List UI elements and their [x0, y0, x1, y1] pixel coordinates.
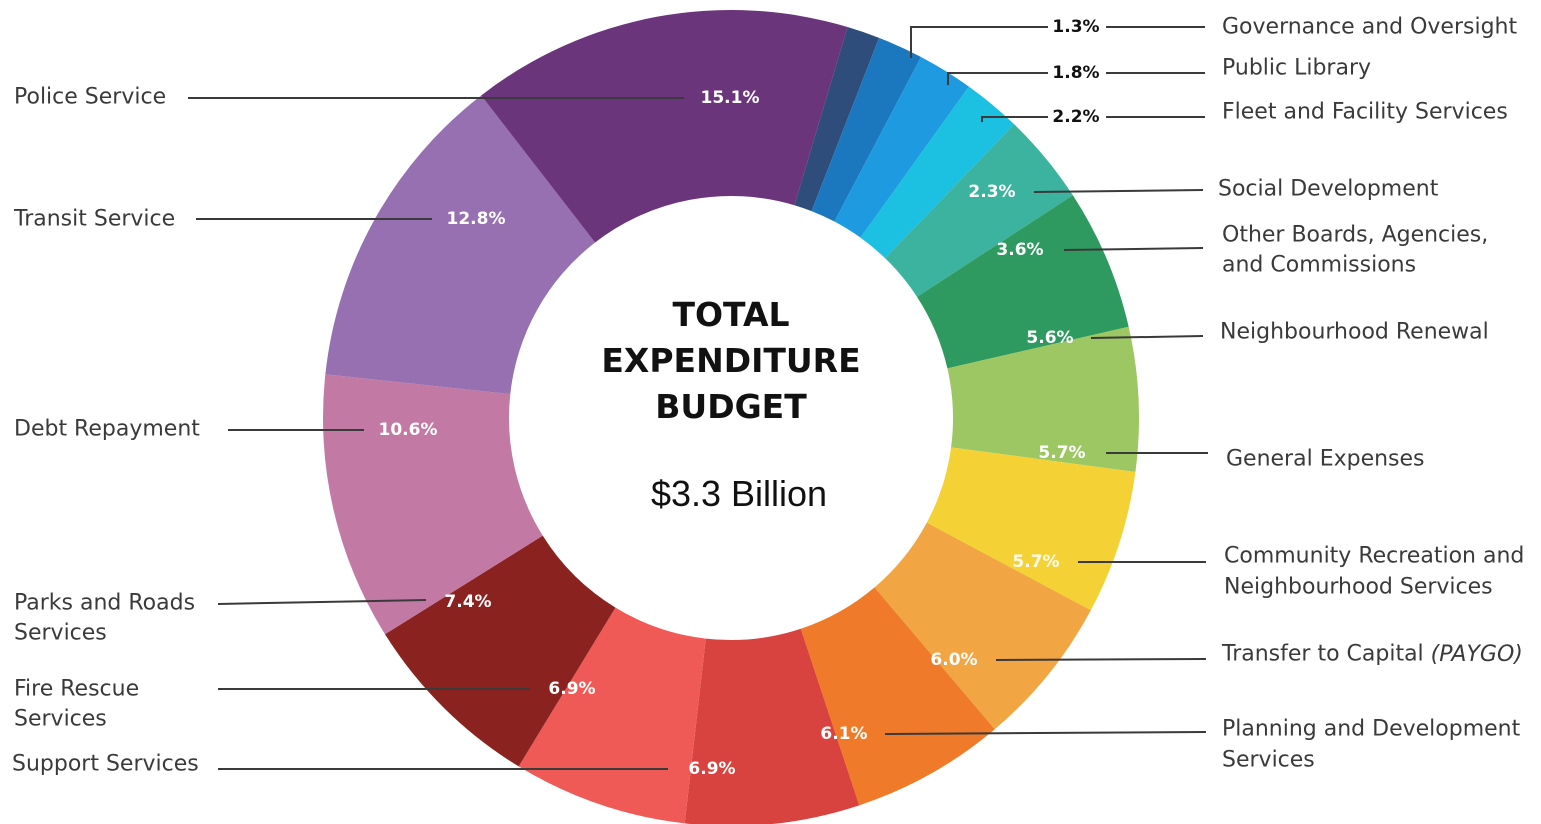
- slice-social-development: [860, 86, 1015, 259]
- leader-line-planning-and-development-services: [884, 731, 1207, 735]
- slice-support-services: [684, 628, 860, 824]
- total-budget-value: $3.3 Billion: [651, 473, 827, 514]
- category-label-governance-and-oversight: Governance and Oversight: [1222, 15, 1517, 40]
- center-block: TOTAL EXPENDITURE BUDGET $3.3 Billion: [601, 295, 860, 514]
- category-labels: Governance and Oversight Public Library Fl…: [12, 15, 1524, 777]
- leader-line-governance-and-oversight: [910, 26, 1048, 58]
- category-label-general-expenses: General Expenses: [1226, 447, 1425, 472]
- category-label-parks-and-roads-services-line-1: Parks and Roads: [14, 591, 195, 616]
- pct-label-planning-and-development-services: 6.1%: [820, 724, 867, 744]
- category-label-fire-rescue-services-line-1: Fire Rescue: [14, 677, 139, 702]
- category-label-suffix: (PAYGO): [1424, 642, 1523, 667]
- category-label-public-library: Public Library: [1222, 56, 1371, 81]
- slice-community-recreation-and-neighbourhood-services: [926, 447, 1136, 611]
- pct-label-fleet-and-facility-services: 2.2%: [1052, 107, 1099, 127]
- slice-planning-and-development-services: [800, 587, 995, 806]
- pct-label-governance-and-oversight: 1.3%: [1052, 17, 1099, 37]
- category-label-neighbourhood-renewal: Neighbourhood Renewal: [1220, 320, 1489, 345]
- leader-line-parks-and-roads-services: [217, 599, 427, 605]
- category-label-police-service: Police Service: [14, 85, 166, 110]
- pct-label-fire-rescue-services: 6.9%: [548, 679, 595, 699]
- pct-label-debt-repayment: 10.6%: [379, 420, 438, 440]
- donut-slices: [323, 9, 1139, 824]
- slice-neighbourhood-renewal: [917, 195, 1129, 369]
- pct-label-social-development: 2.3%: [968, 182, 1015, 202]
- pct-label-support-services: 6.9%: [688, 759, 735, 779]
- category-label-fleet-and-facility-services: Fleet and Facility Services: [1222, 100, 1508, 125]
- category-label-community-recreation-and-neighbourhood-services-line-2: Neighbourhood Services: [1224, 575, 1493, 600]
- slice-other-boards-agencies-and-commissions: [885, 124, 1073, 297]
- pct-label-police-service: 15.1%: [701, 88, 760, 108]
- center-title-line-3: BUDGET: [655, 387, 807, 426]
- pct-label-transfer-to-capital: 6.0%: [930, 650, 977, 670]
- category-label-support-services: Support Services: [12, 752, 199, 777]
- leader-line-neighbourhood-renewal: [1090, 335, 1204, 339]
- category-label-other-boards-agencies-and-commissions-line-1: Other Boards, Agencies,: [1222, 223, 1488, 248]
- center-title-line-2: EXPENDITURE: [601, 341, 860, 380]
- center-title-line-1: TOTAL: [672, 295, 789, 334]
- category-label-fire-rescue-services-line-2: Services: [14, 707, 107, 732]
- category-label-planning-and-development-services-line-1: Planning and Development: [1222, 717, 1521, 742]
- slice-general-expenses: [947, 326, 1139, 472]
- pct-label-community-recreation-and-neighbourhood-services: 5.7%: [1012, 552, 1059, 572]
- category-label-debt-repayment: Debt Repayment: [14, 417, 200, 442]
- pct-label-other-boards-agencies-and-commissions: 3.6%: [996, 240, 1043, 260]
- category-label-planning-and-development-services-line-2: Services: [1222, 748, 1315, 773]
- leader-line-other-boards-agencies-and-commissions: [1063, 247, 1204, 251]
- leader-line-fleet-and-facility-services: [981, 116, 1048, 122]
- leader-line-transfer-to-capital: [995, 658, 1207, 661]
- slice-police-service: [481, 9, 848, 243]
- category-label-social-development: Social Development: [1218, 177, 1439, 202]
- category-label-transfer-to-capital: Transfer to Capital (PAYGO): [1221, 642, 1523, 667]
- category-label-other-boards-agencies-and-commissions-line-2: and Commissions: [1222, 253, 1416, 278]
- pct-label-transit-service: 12.8%: [447, 209, 506, 229]
- leader-line-social-development: [1033, 189, 1204, 193]
- leader-line-public-library: [947, 72, 1048, 85]
- pct-label-public-library: 1.8%: [1052, 63, 1099, 83]
- slice-governance-and-oversight: [794, 27, 880, 212]
- slice-debt-repayment: [323, 374, 543, 635]
- slice-fleet-and-facility-services: [834, 56, 969, 238]
- slice-transfer-to-capital: [874, 522, 1091, 730]
- slice-public-library: [811, 37, 922, 222]
- slice-transit-service: [325, 95, 596, 395]
- leader-lines: [188, 26, 1208, 770]
- category-label-parks-and-roads-services-line-2: Services: [14, 621, 107, 646]
- slice-parks-and-roads-services: [384, 535, 616, 767]
- category-label-transit-service: Transit Service: [13, 207, 175, 232]
- pct-label-parks-and-roads-services: 7.4%: [444, 592, 491, 612]
- pct-label-neighbourhood-renewal: 5.6%: [1026, 328, 1073, 348]
- pct-label-general-expenses: 5.7%: [1038, 443, 1085, 463]
- percent-labels: 1.3% 1.8% 2.2% 2.3% 3.6% 5.6% 5.7% 5.7% 6.0% 6.1%…: [379, 17, 1100, 779]
- category-label-community-recreation-and-neighbourhood-services-line-1: Community Recreation and: [1224, 544, 1524, 569]
